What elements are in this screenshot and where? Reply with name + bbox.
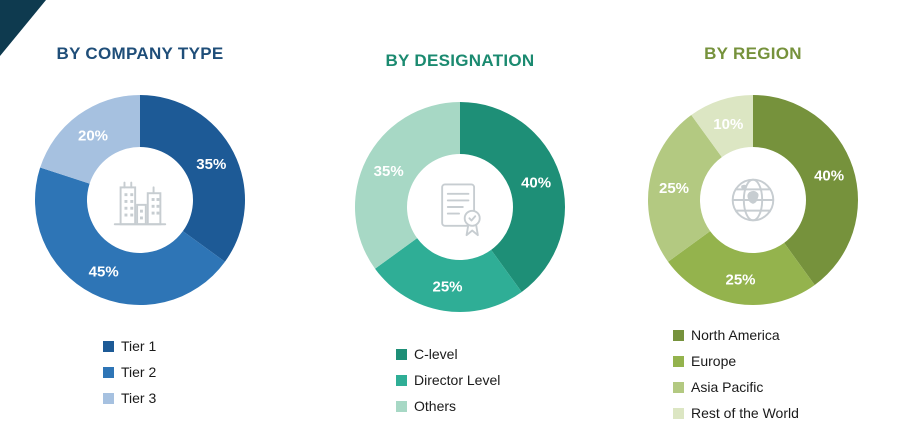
segment-tier-3 (40, 95, 140, 184)
legend-label: C-level (414, 346, 458, 362)
chart-designation: BY DESIGNATION 40% 25% 35% C-level Director… (350, 51, 570, 414)
donut-chart: 35% 45% 20% (34, 95, 246, 306)
segment-tier-2 (34, 167, 225, 306)
legend: Tier 1 Tier 2 Tier 3 (103, 338, 156, 416)
legend-label: Director Level (414, 372, 501, 388)
legend-swatch (396, 374, 407, 386)
chart-title: BY REGION (704, 44, 802, 63)
legend-item-others: Others (396, 398, 500, 414)
legend-item-tier-2: Tier 2 (103, 364, 156, 380)
segment-tier-1 (140, 95, 246, 262)
legend-item-c-level: C-level (396, 346, 500, 362)
legend-label: Others (414, 398, 457, 414)
legend-swatch (673, 407, 684, 419)
chart-company-type: BY COMPANY TYPE 35% 45% 20% (30, 44, 250, 406)
legend-label: Tier 2 (121, 364, 157, 380)
segment-value-label: 35% (196, 156, 226, 173)
legend-swatch (396, 400, 407, 412)
chart-region: BY REGION 40% 25% 25% 10% North America Euro… (643, 44, 863, 421)
legend-item-tier-3: Tier 3 (103, 390, 156, 406)
legend-item-director-level: Director Level (396, 372, 500, 388)
chart-title: BY COMPANY TYPE (56, 44, 224, 63)
segment-value-label: 10% (713, 116, 743, 133)
legend-item-europe: Europe (673, 353, 799, 369)
donut-chart: 40% 25% 35% (354, 102, 566, 313)
segment-others (354, 102, 460, 269)
corner-accent-shape (0, 0, 46, 56)
segment-value-label: 45% (89, 264, 119, 281)
segment-asia-pacific (647, 115, 722, 262)
segment-value-label: 40% (521, 175, 551, 192)
donut-chart: 40% 25% 25% 10% (647, 95, 859, 306)
legend-swatch (673, 329, 684, 341)
segment-north-america (753, 95, 859, 285)
legend-label: Tier 1 (121, 338, 157, 354)
legend-swatch (673, 381, 684, 393)
legend: North America Europe Asia Pacific Rest of t… (673, 327, 799, 431)
segment-rest-of-the-world (691, 95, 753, 158)
legend-swatch (103, 366, 114, 378)
segment-c-level (460, 102, 566, 292)
legend-swatch (396, 348, 407, 360)
legend: C-level Director Level Others (396, 346, 500, 424)
segment-value-label: 20% (78, 128, 108, 145)
legend-item-asia-pacific: Asia Pacific (673, 379, 799, 395)
legend-label: Asia Pacific (691, 379, 764, 395)
legend-label: Europe (691, 353, 737, 369)
legend-item-tier-1: Tier 1 (103, 338, 156, 354)
legend-label: Rest of the World (691, 405, 799, 421)
segment-value-label: 25% (432, 278, 462, 295)
legend-item-rest-of-the-world: Rest of the World (673, 405, 799, 421)
legend-swatch (103, 340, 114, 352)
segment-director-level (375, 238, 522, 313)
segment-value-label: 35% (374, 163, 404, 180)
legend-item-north-america: North America (673, 327, 799, 343)
legend-swatch (673, 355, 684, 367)
legend-label: Tier 3 (121, 390, 157, 406)
segment-value-label: 25% (659, 180, 689, 197)
segment-europe (668, 231, 815, 306)
legend-swatch (103, 392, 114, 404)
segment-value-label: 25% (725, 271, 755, 288)
segment-value-label: 40% (814, 168, 844, 185)
chart-title: BY DESIGNATION (385, 51, 535, 70)
legend-label: North America (691, 327, 780, 343)
